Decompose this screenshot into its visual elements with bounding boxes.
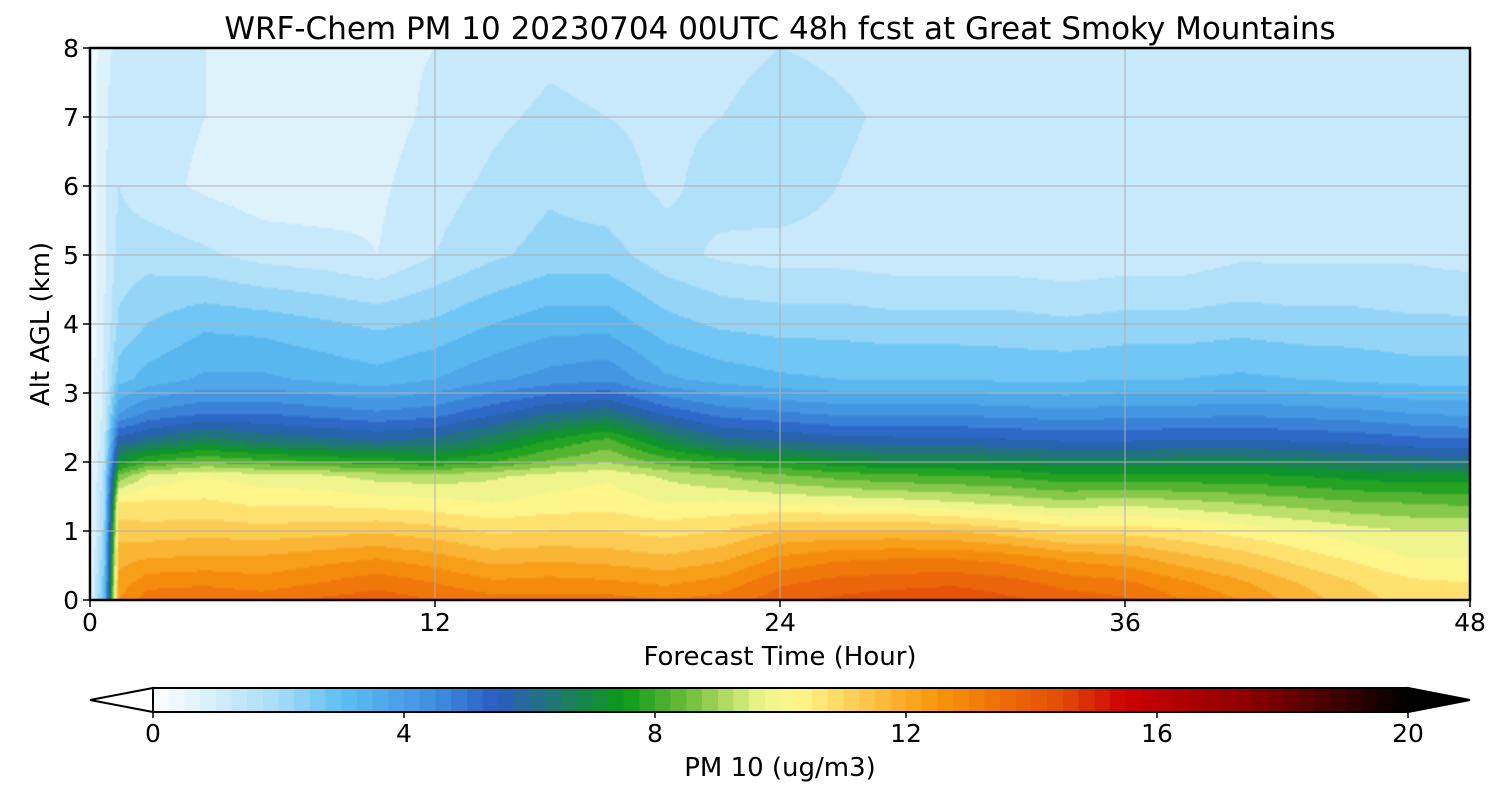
x-tick-label: 36 bbox=[1109, 608, 1141, 637]
colorbar-tick-label: 12 bbox=[890, 719, 922, 748]
y-tick-label: 5 bbox=[63, 241, 79, 270]
colorbar-tick-label: 8 bbox=[647, 719, 663, 748]
x-tick-label: 0 bbox=[82, 608, 98, 637]
colorbar-min-extension bbox=[89, 686, 154, 714]
grid-lines bbox=[90, 48, 1470, 600]
x-tick-label: 24 bbox=[764, 608, 796, 637]
y-tick-label: 6 bbox=[63, 172, 79, 201]
y-tick-label: 2 bbox=[63, 448, 79, 477]
y-tick-label: 1 bbox=[63, 517, 79, 546]
x-tick-label: 12 bbox=[419, 608, 451, 637]
chart-title: WRF-Chem PM 10 20230704 00UTC 48h fcst a… bbox=[224, 11, 1335, 47]
y-tick-label: 0 bbox=[63, 586, 79, 615]
colorbar: 0 4 8 12 16 20 bbox=[89, 686, 1471, 748]
y-axis-label: Alt AGL (km) bbox=[26, 242, 56, 406]
y-tick-label: 8 bbox=[63, 34, 79, 63]
colorbar-max-extension bbox=[1407, 686, 1471, 714]
colorbar-frame bbox=[152, 687, 1409, 713]
x-tick-label: 48 bbox=[1454, 608, 1486, 637]
colorbar-tick-label: 20 bbox=[1392, 719, 1424, 748]
colorbar-tick-label: 0 bbox=[145, 719, 161, 748]
colorbar-gradient bbox=[153, 688, 1408, 712]
colorbar-ticks: 0 4 8 12 16 20 bbox=[145, 712, 1424, 748]
x-axis-ticks: 0 12 24 36 48 bbox=[82, 600, 1486, 637]
y-tick-label: 3 bbox=[63, 379, 79, 408]
y-tick-label: 7 bbox=[63, 103, 79, 132]
x-axis-label: Forecast Time (Hour) bbox=[643, 642, 916, 672]
colorbar-tick-label: 4 bbox=[396, 719, 412, 748]
y-tick-label: 4 bbox=[63, 310, 79, 339]
y-axis-ticks: 0 1 2 3 4 5 6 7 8 bbox=[63, 34, 90, 615]
colorbar-tick-label: 16 bbox=[1141, 719, 1173, 748]
colorbar-label: PM 10 (ug/m3) bbox=[684, 753, 876, 783]
